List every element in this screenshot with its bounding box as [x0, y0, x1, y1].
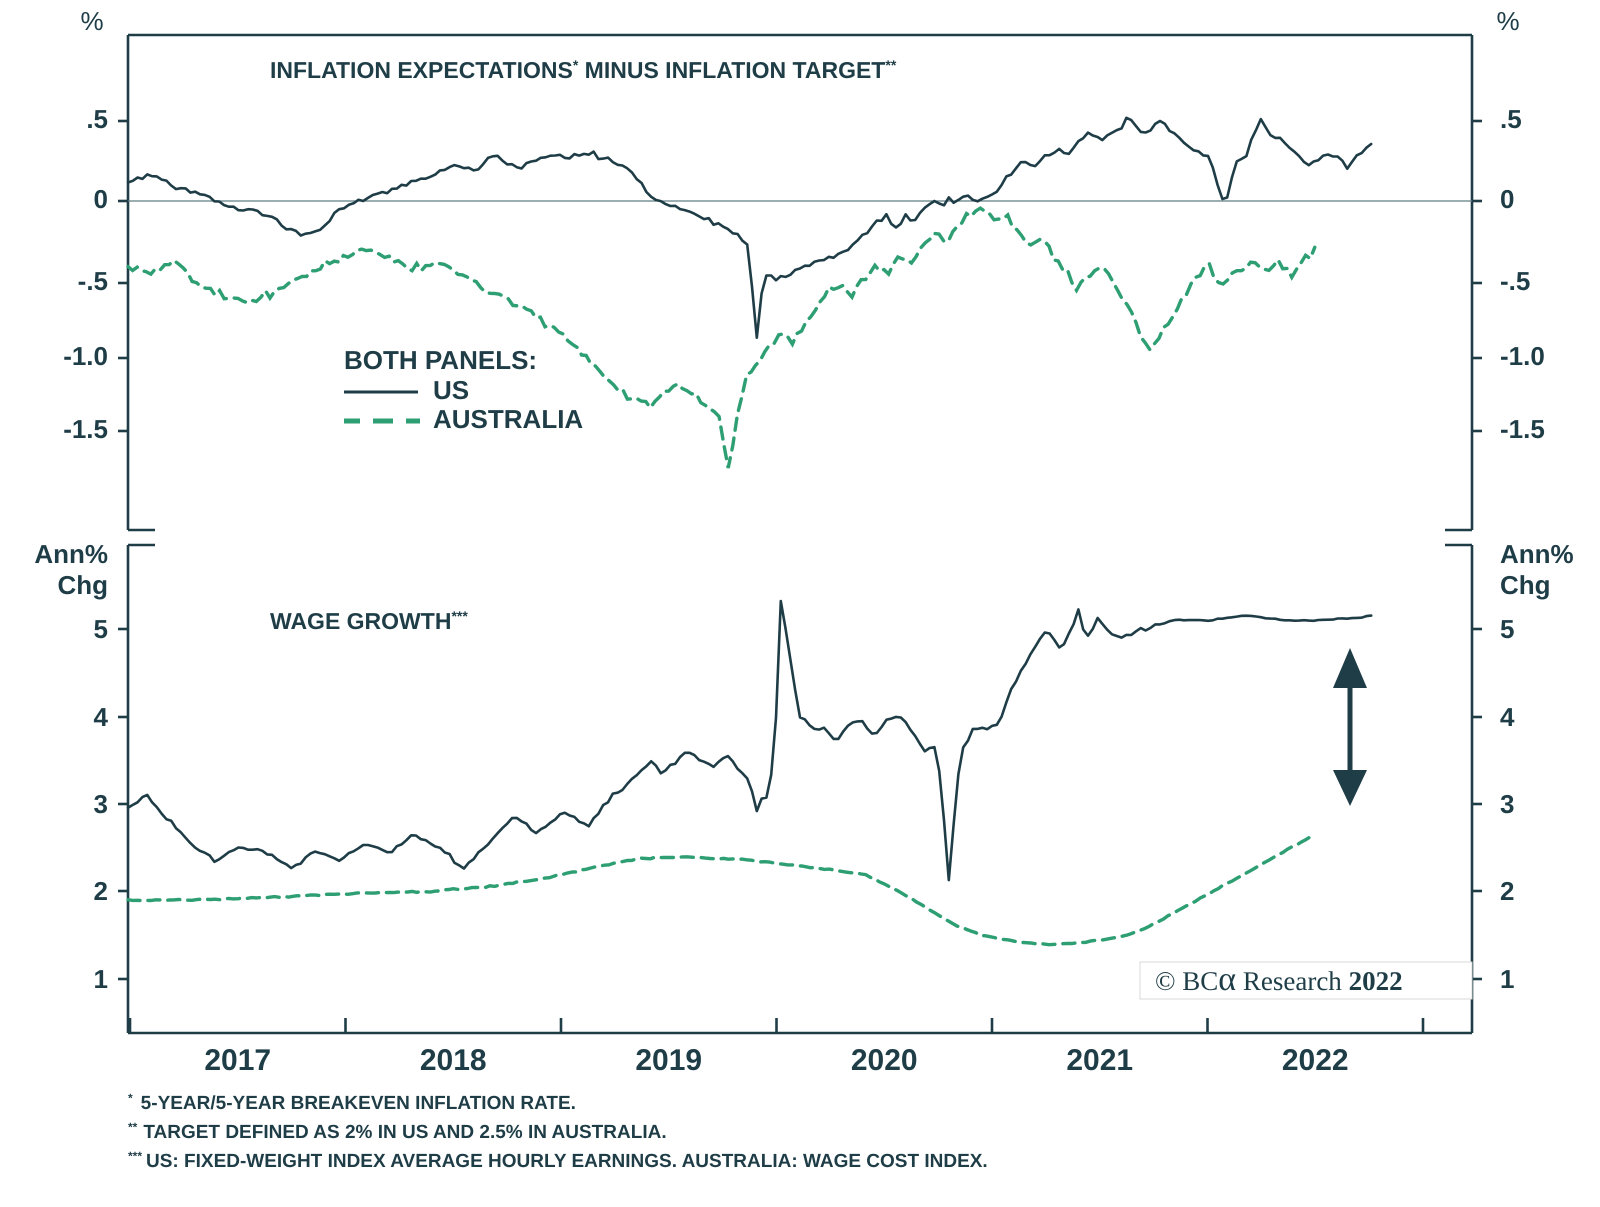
svg-text:-.5: -.5 [78, 266, 108, 296]
svg-text:-1.5: -1.5 [1500, 414, 1545, 444]
svg-text:2022: 2022 [1282, 1044, 1349, 1077]
svg-text:Chg: Chg [57, 570, 108, 600]
svg-text:INFLATION EXPECTATIONS* MINUS: INFLATION EXPECTATIONS* MINUS INFLATION … [270, 57, 897, 83]
svg-text:*5-YEAR/5-YEAR BREAKEVEN INFLA: * 5-YEAR/5-YEAR BREAKEVEN INFLATION RATE. [128, 1091, 576, 1114]
svg-text:WAGE GROWTH***: WAGE GROWTH*** [270, 608, 468, 634]
svg-text:2: 2 [1500, 876, 1514, 906]
svg-text:1: 1 [1500, 964, 1514, 994]
svg-text:© BCα Research 2022: © BCα Research 2022 [1155, 961, 1403, 998]
svg-text:Ann%: Ann% [34, 539, 108, 569]
svg-text:-1.0: -1.0 [1500, 341, 1545, 371]
svg-text:2018: 2018 [420, 1044, 487, 1077]
svg-text:0: 0 [94, 184, 108, 214]
svg-text:0: 0 [1500, 184, 1514, 214]
svg-text:5: 5 [1500, 614, 1514, 644]
svg-text:%: % [80, 6, 103, 36]
svg-text:BOTH PANELS:: BOTH PANELS: [344, 345, 537, 375]
svg-text:US: US [433, 375, 469, 405]
svg-text:4: 4 [94, 702, 109, 732]
svg-text:4: 4 [1500, 702, 1515, 732]
svg-text:2021: 2021 [1066, 1044, 1133, 1077]
svg-text:1: 1 [94, 964, 108, 994]
svg-text:3: 3 [1500, 789, 1514, 819]
svg-text:Ann%: Ann% [1500, 539, 1574, 569]
svg-text:2: 2 [94, 876, 108, 906]
svg-text:2020: 2020 [851, 1044, 918, 1077]
svg-text:**TARGET DEFINED AS 2% IN US A: ** TARGET DEFINED AS 2% IN US AND 2.5% IN… [128, 1120, 667, 1143]
svg-text:.5: .5 [1500, 104, 1522, 134]
svg-text:-1.0: -1.0 [63, 341, 108, 371]
svg-text:.5: .5 [86, 104, 108, 134]
svg-text:3: 3 [94, 789, 108, 819]
svg-text:AUSTRALIA: AUSTRALIA [433, 404, 583, 434]
svg-text:5: 5 [94, 614, 108, 644]
svg-text:-1.5: -1.5 [63, 414, 108, 444]
svg-text:-.5: -.5 [1500, 266, 1530, 296]
svg-text:%: % [1496, 6, 1519, 36]
svg-text:2017: 2017 [204, 1044, 271, 1077]
svg-text:Chg: Chg [1500, 570, 1551, 600]
svg-text:***US: FIXED-WEIGHT INDEX AVER: *** US: FIXED-WEIGHT INDEX AVERAGE HOURLY… [128, 1149, 988, 1172]
svg-text:2019: 2019 [635, 1044, 702, 1077]
